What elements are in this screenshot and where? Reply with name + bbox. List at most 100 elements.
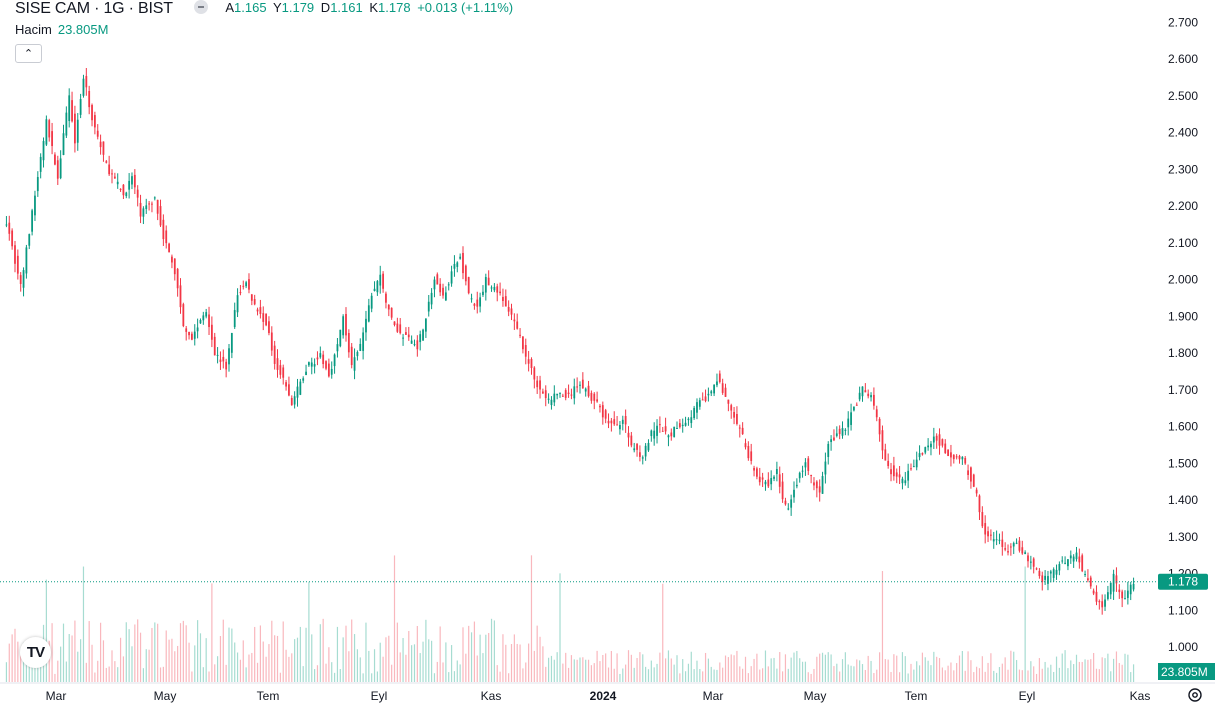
candle: [54, 152, 56, 166]
candle: [1027, 552, 1029, 568]
symbol-title[interactable]: SISE CAM · 1G · BIST: [15, 0, 173, 17]
candle: [593, 392, 596, 410]
volume-bar: [607, 667, 610, 682]
candle: [370, 292, 373, 313]
time-tick-label: 2024: [590, 689, 617, 703]
volume-bar: [119, 637, 122, 682]
volume-bar: [645, 666, 647, 682]
volume-bar: [362, 673, 364, 682]
candle: [596, 391, 599, 403]
candle: [176, 267, 179, 297]
candle: [587, 380, 590, 398]
volume-bar: [391, 664, 393, 682]
candle: [767, 472, 770, 488]
candle: [1064, 556, 1066, 565]
volume-bar: [468, 625, 470, 682]
volume-bar: [619, 673, 621, 682]
volume-bar: [807, 672, 809, 682]
volume-bar: [707, 658, 709, 682]
volume-bar: [1107, 653, 1109, 682]
candle: [530, 357, 533, 375]
volume-bar: [690, 651, 692, 682]
volume-bar: [961, 651, 963, 682]
symbol-legend: SISE CAM · 1G · BIST A1.165 Y1.179 D1.16…: [15, 0, 516, 18]
volume-bar: [547, 657, 550, 682]
candle: [527, 350, 530, 372]
volume-bar: [981, 656, 983, 682]
volume-bar: [91, 644, 93, 682]
volume-bar: [998, 667, 1001, 682]
candle: [619, 421, 621, 435]
time-axis[interactable]: Mar May Tem Eyl Kas 2024 Mar May Tem Eyl Kas: [0, 682, 1215, 703]
volume-bar: [239, 659, 242, 682]
candle: [79, 93, 82, 119]
volume-bar: [696, 660, 698, 682]
volume-bar: [536, 625, 538, 682]
volume-bar: [456, 660, 458, 682]
volume-bar: [182, 620, 184, 682]
volume-bar: [1024, 566, 1026, 682]
gear-icon[interactable]: [1187, 687, 1203, 703]
volume-bar: [1075, 654, 1078, 682]
candle: [736, 406, 738, 426]
volume-bar: [625, 664, 627, 682]
volume-bar: [676, 655, 678, 682]
candle: [884, 443, 887, 461]
volume-bar: [833, 666, 835, 682]
candlesticks: [5, 68, 1135, 615]
candle: [775, 461, 778, 482]
price-tick-label: 2.700: [1168, 15, 1198, 29]
volume-bar: [388, 635, 390, 682]
volume-bar: [145, 649, 147, 682]
volume-bar: [839, 671, 841, 682]
volume-bar: [753, 658, 755, 682]
collapse-legend-button[interactable]: ⌃: [15, 44, 42, 63]
price-axis[interactable]: 2.700 2.600 2.500 2.400 2.300 2.200 2.100 2.000…: [1168, 15, 1198, 654]
candle: [599, 403, 601, 413]
candle: [824, 452, 827, 484]
candle: [76, 113, 79, 151]
candle: [402, 333, 404, 346]
volume-bar: [710, 666, 712, 682]
price-tick-label: 2.000: [1168, 273, 1198, 287]
volume-bar: [259, 625, 261, 682]
volume-bar: [556, 652, 558, 682]
candle: [336, 338, 339, 358]
volume-bar: [542, 646, 544, 682]
candle: [113, 172, 116, 179]
volume-bar: [1093, 652, 1095, 682]
volume-bar: [336, 626, 339, 682]
candle: [536, 375, 539, 394]
candle: [499, 282, 501, 296]
price-tick-label: 1.500: [1168, 456, 1198, 470]
volume-bar: [333, 672, 336, 682]
volume-bar: [1067, 668, 1069, 682]
candle: [93, 111, 96, 135]
volume-bar: [1132, 664, 1135, 682]
volume-bar: [921, 652, 924, 682]
candle: [68, 88, 71, 128]
volume-bar: [17, 641, 19, 682]
volume-bar: [8, 643, 10, 682]
minus-icon[interactable]: [194, 0, 209, 14]
candle: [399, 318, 402, 335]
candle: [975, 487, 978, 497]
volume-bar: [1078, 661, 1080, 682]
volume-bar: [117, 667, 119, 682]
candle: [48, 118, 51, 142]
volume-bar: [967, 651, 969, 682]
volume-bar: [590, 665, 593, 682]
candle: [584, 387, 587, 397]
candle: [219, 351, 222, 370]
candle: [750, 443, 753, 465]
volume-bar: [656, 663, 658, 682]
candle: [941, 438, 944, 448]
volume-bar: [733, 655, 735, 682]
volume-bar: [850, 665, 852, 682]
volume-bar: [168, 639, 170, 682]
tradingview-logo-icon[interactable]: TV: [20, 637, 51, 668]
candle: [424, 318, 427, 338]
volume-bar: [1001, 663, 1003, 682]
volume-bar: [305, 627, 307, 682]
